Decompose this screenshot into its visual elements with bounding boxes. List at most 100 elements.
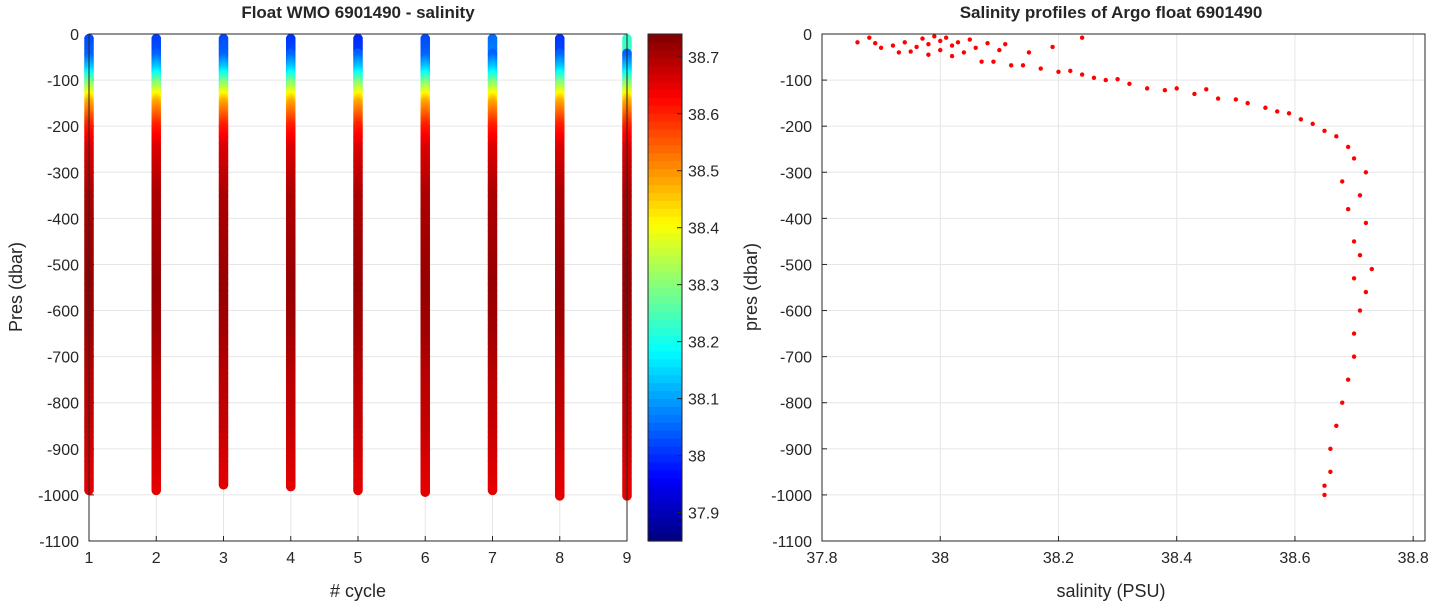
- colorbar-tick-label: 38.5: [688, 164, 719, 181]
- chart1-ytick-label: -200: [47, 119, 79, 136]
- chart1-ytick-label: -1000: [38, 488, 79, 505]
- chart1-xtick-label: 5: [354, 550, 363, 567]
- colorbar-segment: [648, 287, 682, 297]
- colorbar-segment: [648, 422, 682, 431]
- chart1-point: [554, 491, 565, 501]
- chart2-point: [1275, 109, 1280, 114]
- colorbar-segment: [648, 105, 682, 114]
- chart2-point: [979, 59, 984, 64]
- chart1-ytick-label: -800: [47, 396, 79, 413]
- chart2-point: [1351, 239, 1357, 244]
- chart2-point: [902, 40, 907, 45]
- chart2-point: [1328, 446, 1333, 452]
- chart2-point: [1328, 469, 1333, 475]
- colorbar-segment: [648, 34, 682, 43]
- chart1-point: [420, 487, 431, 497]
- chart2-point: [1363, 289, 1369, 295]
- chart2-point: [1322, 483, 1327, 488]
- colorbar-segment: [648, 184, 682, 194]
- colorbar-segment: [648, 414, 682, 423]
- chart2-point: [1322, 492, 1327, 498]
- chart1-xtick-label: 6: [421, 550, 430, 567]
- colorbar-segment: [648, 144, 682, 154]
- chart2-point: [943, 35, 949, 40]
- chart2-point: [1357, 253, 1363, 258]
- colorbar-segment: [648, 65, 682, 75]
- chart2-ytick-label: -400: [780, 211, 812, 228]
- chart2-xtick-label: 38: [931, 550, 949, 567]
- chart2-ytick-label: -200: [780, 119, 812, 136]
- colorbar-segment: [648, 176, 682, 186]
- chart2-ytick-label: -900: [780, 442, 812, 459]
- chart1-xtick-label: 3: [219, 550, 228, 567]
- colorbar-segment: [648, 445, 682, 455]
- colorbar-segment: [648, 279, 682, 289]
- chart2-ytick-label: -500: [780, 257, 812, 274]
- chart2-point: [1091, 75, 1097, 80]
- chart2-point: [1334, 134, 1339, 139]
- chart2-point: [973, 45, 978, 51]
- chart1-xtick-label: 7: [488, 550, 497, 567]
- chart2-point: [1162, 88, 1168, 93]
- colorbar-segment: [648, 200, 682, 209]
- colorbar-segment: [648, 192, 682, 201]
- chart2-point: [1008, 63, 1014, 68]
- chart2-point: [1026, 50, 1032, 55]
- chart2-ytick-label: -1000: [771, 488, 812, 505]
- colorbar-segment: [648, 232, 682, 241]
- chart2-point: [961, 50, 967, 55]
- chart1-point: [487, 485, 498, 496]
- chart1-title: Float WMO 6901490 - salinity: [241, 3, 475, 22]
- chart2-point: [1144, 86, 1150, 91]
- chart2-point: [938, 47, 943, 53]
- colorbar-segment: [648, 335, 682, 344]
- colorbar-segment: [648, 113, 682, 122]
- chart2-point: [932, 34, 937, 39]
- colorbar-segment: [648, 533, 682, 542]
- chart2-point: [938, 38, 943, 44]
- chart2-ytick-label: -100: [780, 73, 812, 90]
- chart2-point: [1079, 72, 1085, 77]
- chart2-point: [1340, 400, 1345, 405]
- chart1-xtick-label: 9: [623, 550, 632, 567]
- chart1-ytick-label: 0: [70, 27, 79, 44]
- chart2-point: [908, 49, 913, 54]
- colorbar-segment: [648, 525, 682, 534]
- chart1-ytick-label: -100: [47, 73, 79, 90]
- chart2-point: [955, 40, 961, 45]
- colorbar-segment: [648, 430, 682, 439]
- chart2-axes-box: [821, 33, 1426, 542]
- colorbar-segment: [648, 501, 682, 510]
- colorbar-segment: [648, 390, 682, 400]
- colorbar-segment: [648, 509, 682, 518]
- chart2-point: [1245, 100, 1250, 106]
- colorbar-segment: [648, 121, 682, 130]
- colorbar-segment: [648, 73, 682, 83]
- chart2-point: [1334, 423, 1339, 428]
- chart2-point: [1369, 266, 1374, 272]
- chart2-point: [1233, 97, 1239, 102]
- chart2-point: [926, 41, 931, 47]
- colorbar-segment: [648, 152, 682, 162]
- chart1-axes-box: [88, 33, 628, 542]
- chart2-point: [1263, 105, 1268, 110]
- chart2-xtick-label: 38.6: [1279, 550, 1310, 567]
- colorbar-segment: [648, 247, 682, 257]
- colorbar-segment: [648, 469, 682, 479]
- chart1-xtick-label: 1: [85, 550, 94, 567]
- colorbar-tick-label: 38: [688, 449, 706, 466]
- chart1-point: [285, 481, 296, 492]
- chart2-ylabel: pres (dbar): [741, 243, 761, 331]
- chart2-point: [855, 40, 860, 45]
- colorbar-segment: [648, 303, 682, 312]
- colorbar-segment: [648, 208, 682, 217]
- colorbar-tick-label: 38.6: [688, 107, 719, 124]
- chart2-point: [949, 43, 955, 48]
- chart2-point: [1345, 377, 1351, 382]
- colorbar-segment: [648, 129, 682, 138]
- colorbar-segment: [648, 319, 682, 328]
- salinity-colorbar: 37.9 38 38.1 38.2 38.3 38.4 38.5 38.6 38.7: [647, 33, 719, 542]
- chart2-point: [1050, 44, 1055, 50]
- colorbar-segment: [648, 477, 682, 487]
- chart1-ytick-label: -500: [47, 257, 79, 274]
